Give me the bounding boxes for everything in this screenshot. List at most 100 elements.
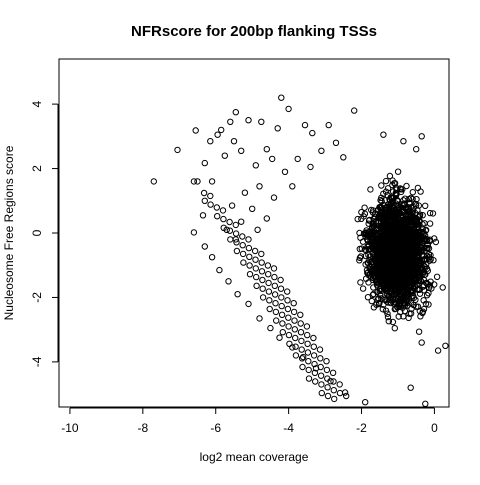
data-point [373,251,381,258]
data-point [208,254,216,261]
data-point [390,300,398,307]
data-point [271,273,278,281]
data-point [370,269,378,276]
data-point [343,392,350,400]
data-point [368,206,375,214]
data-point [422,400,429,407]
data-point [387,299,395,307]
data-point [425,290,432,297]
data-point [410,207,417,214]
data-point [336,381,343,388]
data-point [297,311,304,318]
data-point [398,247,406,254]
data-point [417,188,424,195]
data-point [378,198,385,205]
data-point [407,384,414,391]
data-point [415,328,423,335]
data-point [361,210,369,218]
data-point [374,277,381,284]
data-point [358,209,365,216]
data-point [276,334,283,341]
data-point [385,241,393,249]
data-point [398,268,405,276]
data-point [380,248,387,255]
data-point [265,288,273,295]
data-point [409,244,416,252]
data-point [309,129,316,137]
data-point [396,223,403,230]
data-point [416,211,424,218]
data-point [234,291,241,298]
data-point [390,218,398,226]
data-point [402,215,409,223]
data-point [395,242,402,250]
data-point [285,331,293,339]
data-point [200,189,208,197]
y-axis: -4 -2 0 2 4 [30,100,59,367]
data-point [362,399,369,406]
data-point [386,242,393,249]
x-tick-label: -2 [356,421,367,435]
data-point [305,366,312,374]
data-point [274,125,281,132]
data-point [310,343,317,350]
data-point [370,290,377,298]
data-point [379,281,386,288]
data-point [272,300,279,307]
data-point [233,247,241,255]
data-point [291,317,298,324]
data-point [253,282,260,289]
data-point [289,183,296,190]
data-point [376,299,383,307]
data-point [225,278,232,285]
data-point [286,340,293,347]
data-point [245,236,252,243]
data-point [409,195,416,203]
data-point [412,202,420,209]
data-point [391,325,398,332]
data-point [266,305,273,313]
data-point [390,291,397,299]
data-point [239,233,246,240]
data-point [299,363,306,371]
data-point [220,215,227,223]
data-point [150,178,158,185]
data-point [259,276,266,284]
data-point [432,238,440,246]
data-point [190,178,198,185]
data-point [246,262,253,269]
data-points [150,94,449,407]
data-point [258,250,265,258]
data-point [423,261,430,268]
data-point [420,252,427,260]
data-point [259,285,266,292]
data-point [361,204,368,211]
data-point [400,313,407,320]
data-point [394,198,401,205]
data-point [228,202,236,209]
data-point [254,226,261,234]
data-point [412,215,419,223]
data-point [412,261,420,269]
data-point [389,250,397,257]
data-point [383,203,390,211]
data-point [382,282,389,289]
data-point [405,274,412,281]
data-point [298,346,305,353]
data-point [278,94,285,101]
data-point [367,273,375,280]
data-point [402,232,410,239]
data-point [290,308,298,316]
data-point [331,395,338,403]
data-point [403,250,410,257]
data-point [375,295,382,302]
data-point [389,210,396,217]
data-point [190,229,198,236]
data-point [226,218,233,226]
data-point [336,389,344,397]
data-point [279,329,286,336]
data-point [238,147,245,155]
data-point [404,292,412,299]
data-point [271,291,279,298]
